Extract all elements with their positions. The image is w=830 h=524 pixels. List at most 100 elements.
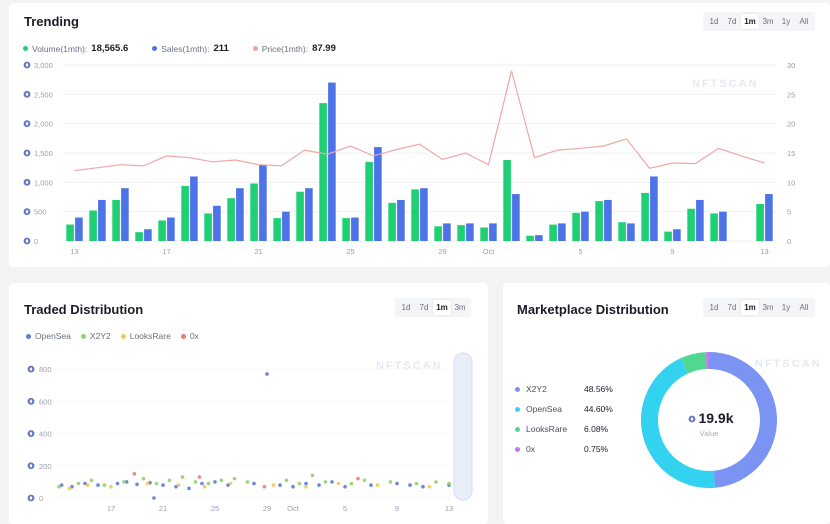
- marketplace-row-opensea[interactable]: OpenSea 44.60%: [515, 399, 635, 419]
- sales-bar[interactable]: [489, 223, 497, 241]
- legend-price[interactable]: Price(1mth): 87.99: [252, 43, 350, 54]
- sales-bar[interactable]: [397, 199, 405, 241]
- 0x-point[interactable]: [356, 476, 360, 481]
- x2y2-point[interactable]: [154, 481, 159, 486]
- traded-range-1d[interactable]: 1d: [401, 303, 411, 312]
- sales-bar[interactable]: [167, 217, 175, 241]
- opensea-point[interactable]: [135, 482, 139, 487]
- donut-slice-opensea[interactable]: [641, 358, 716, 488]
- looksrare-point[interactable]: [202, 484, 207, 489]
- market-range-7d[interactable]: 7d: [727, 303, 737, 312]
- looksrare-point[interactable]: [304, 484, 308, 489]
- traded-range-7d[interactable]: 7d: [419, 303, 429, 312]
- looksrare-point[interactable]: [145, 481, 150, 486]
- sales-bar[interactable]: [535, 235, 543, 241]
- opensea-point[interactable]: [174, 484, 178, 489]
- volume-bar[interactable]: [342, 218, 350, 241]
- volume-bar[interactable]: [112, 199, 120, 241]
- volume-bar[interactable]: [66, 224, 74, 241]
- x2y2-point[interactable]: [206, 481, 211, 486]
- marketplace-row-looksrare[interactable]: LooksRare 6.08%: [515, 419, 635, 439]
- looksrare-point[interactable]: [375, 483, 380, 487]
- looksrare-point[interactable]: [109, 484, 113, 489]
- sales-bar[interactable]: [328, 82, 336, 241]
- sales-bar[interactable]: [144, 229, 152, 241]
- x2y2-point[interactable]: [232, 476, 237, 481]
- x2y2-point[interactable]: [89, 478, 94, 483]
- volume-bar[interactable]: [480, 227, 488, 241]
- volume-bar[interactable]: [273, 218, 281, 241]
- volume-bar[interactable]: [319, 103, 327, 241]
- legend-0x[interactable]: 0x: [180, 331, 199, 341]
- looksrare-point[interactable]: [427, 484, 432, 489]
- opensea-point[interactable]: [278, 483, 282, 487]
- volume-bar[interactable]: [710, 213, 718, 241]
- legend-sales[interactable]: Sales(1mth): 211: [152, 43, 243, 54]
- opensea-point[interactable]: [369, 483, 373, 487]
- trending-range-1d[interactable]: 1d: [709, 17, 719, 26]
- volume-bar[interactable]: [572, 212, 580, 241]
- x2y2-point[interactable]: [434, 480, 438, 484]
- x2y2-point[interactable]: [388, 480, 393, 484]
- sales-bar[interactable]: [466, 223, 474, 241]
- traded-range-selector[interactable]: 1d 7d 1m 3m: [395, 298, 471, 317]
- x2y2-point[interactable]: [76, 481, 81, 486]
- sales-bar[interactable]: [351, 217, 359, 241]
- volume-bar[interactable]: [664, 231, 672, 241]
- sales-bar[interactable]: [558, 223, 566, 241]
- trending-range-all[interactable]: All: [799, 17, 809, 26]
- traded-range-3m[interactable]: 3m: [454, 303, 466, 312]
- volume-bar[interactable]: [549, 224, 557, 241]
- opensea-point[interactable]: [226, 483, 230, 487]
- looksrare-point[interactable]: [271, 483, 276, 487]
- x2y2-point[interactable]: [323, 480, 328, 484]
- volume-bar[interactable]: [526, 235, 534, 241]
- sales-bar[interactable]: [581, 211, 589, 241]
- x2y2-point[interactable]: [310, 473, 315, 478]
- volume-bar[interactable]: [89, 210, 97, 241]
- sales-bar[interactable]: [650, 176, 658, 241]
- opensea-point[interactable]: [291, 484, 295, 489]
- sales-bar[interactable]: [627, 223, 635, 241]
- donut-slice-x2y2[interactable]: [709, 352, 777, 488]
- sales-bar[interactable]: [236, 188, 244, 241]
- volume-bar[interactable]: [227, 198, 235, 241]
- market-range-1m[interactable]: 1m: [741, 300, 759, 315]
- 0x-point[interactable]: [132, 472, 137, 476]
- x2y2-point[interactable]: [167, 478, 172, 483]
- sales-bar[interactable]: [259, 164, 267, 241]
- opensea-point[interactable]: [265, 372, 269, 376]
- trending-range-7d[interactable]: 7d: [727, 17, 737, 26]
- opensea-point[interactable]: [408, 483, 412, 487]
- x2y2-point[interactable]: [447, 481, 451, 486]
- opensea-point[interactable]: [124, 480, 129, 484]
- volume-bar[interactable]: [434, 226, 442, 241]
- 0x-point[interactable]: [262, 484, 267, 489]
- opensea-point[interactable]: [213, 480, 217, 484]
- volume-bar[interactable]: [365, 161, 373, 241]
- trending-range-selector[interactable]: 1d 7d 1m 3m 1y All: [703, 12, 815, 31]
- sales-bar[interactable]: [282, 211, 290, 241]
- sales-bar[interactable]: [75, 217, 83, 241]
- x2y2-point[interactable]: [219, 478, 224, 483]
- volume-bar[interactable]: [135, 232, 143, 241]
- volume-bar[interactable]: [296, 191, 304, 241]
- market-range-1y[interactable]: 1y: [781, 303, 791, 312]
- sales-bar[interactable]: [305, 188, 313, 241]
- x2y2-point[interactable]: [180, 475, 185, 479]
- opensea-point[interactable]: [200, 481, 204, 486]
- looksrare-point[interactable]: [336, 481, 341, 486]
- opensea-point[interactable]: [252, 481, 256, 486]
- looksrare-point[interactable]: [67, 486, 72, 491]
- sales-bar[interactable]: [673, 229, 681, 241]
- volume-bar[interactable]: [457, 225, 465, 241]
- opensea-point[interactable]: [317, 483, 321, 487]
- volume-bar[interactable]: [687, 208, 695, 241]
- market-range-all[interactable]: All: [799, 303, 809, 312]
- volume-bar[interactable]: [618, 222, 626, 241]
- volume-bar[interactable]: [204, 213, 212, 241]
- donut-slice-looksrare[interactable]: [680, 352, 707, 374]
- opensea-point[interactable]: [330, 480, 334, 484]
- x2y2-point[interactable]: [102, 483, 107, 487]
- opensea-point[interactable]: [304, 481, 308, 486]
